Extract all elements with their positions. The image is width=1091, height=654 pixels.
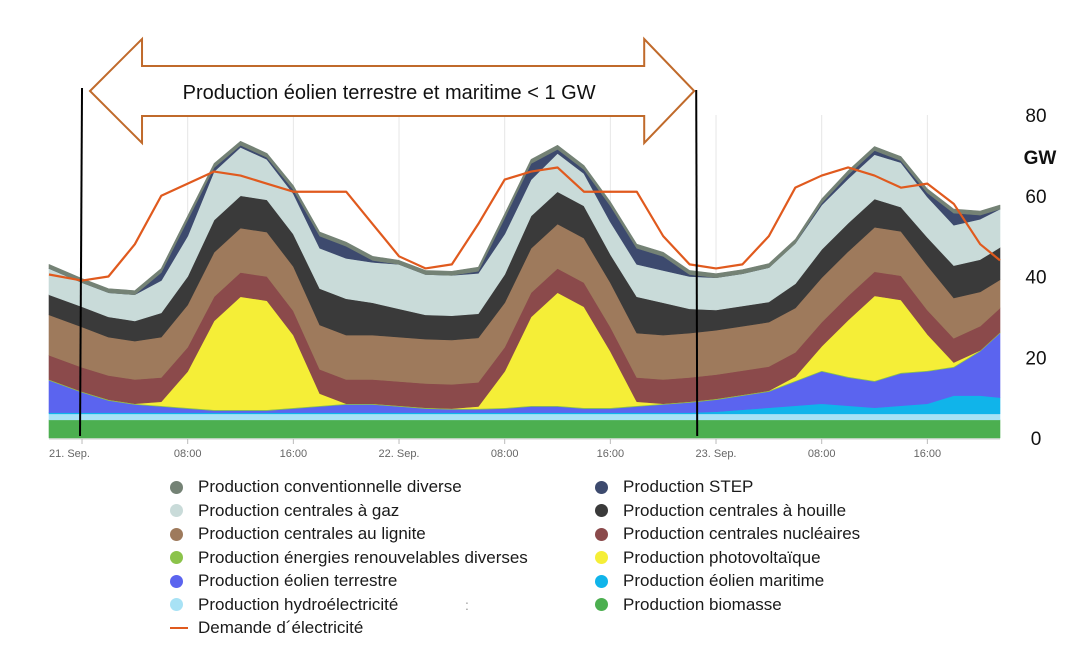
legend-dot-marker xyxy=(170,598,183,611)
x-tick-label-6: 23. Sep. xyxy=(696,448,737,460)
x-tick-label-8: 16:00 xyxy=(914,448,942,460)
marker-line-start xyxy=(79,87,84,437)
y-tick-label-2: 40 xyxy=(1025,268,1046,289)
y-tick-label-4: 80 xyxy=(1025,106,1046,127)
legend-item-left-6: Demande d´électricité xyxy=(170,617,363,639)
marker-line-end xyxy=(695,89,699,437)
legend-label: Production hydroélectricité xyxy=(198,594,399,614)
energy-production-chart: 21. Sep. 08:00 16:00 22. Sep. 08:00 16:00 23. … xyxy=(48,36,1057,460)
legend-item-right-2: Production centrales nucléaires xyxy=(595,523,860,545)
area-production-conventionnelle-diverse xyxy=(48,140,1001,295)
legend-label: Production photovoltaïque xyxy=(623,547,821,567)
legend-label: Production STEP xyxy=(623,477,754,496)
x-tick-label-0: 21. Sep. xyxy=(49,448,90,460)
legend-item-left-0: Production conventionnelle diverse xyxy=(170,476,462,498)
area-production-biomasse xyxy=(48,419,1001,439)
x-tick-label-1: 08:00 xyxy=(174,448,202,460)
y-axis-unit-label: GW xyxy=(1024,148,1057,169)
x-tick-label-4: 08:00 xyxy=(491,448,519,460)
y-tick-label-1: 20 xyxy=(1025,348,1046,369)
legend-item-left-1: Production centrales à gaz xyxy=(170,500,399,522)
legend-label: Production centrales à gaz xyxy=(198,500,400,520)
y-tick-label-3: 60 xyxy=(1025,187,1046,208)
legend-dot-marker xyxy=(595,574,608,588)
legend-dot-marker xyxy=(170,504,183,517)
legend-dot-marker xyxy=(595,598,608,611)
legend-dot-marker xyxy=(170,527,183,541)
legend-item-right-5: Production biomasse xyxy=(595,594,782,616)
legend-item-left-4: Production éolien terrestre xyxy=(170,570,397,592)
legend-label: Production éolien terrestre xyxy=(198,571,398,590)
legend-stray-mark: : xyxy=(465,596,469,613)
legend-label: Production centrales nucléaires xyxy=(623,524,861,543)
x-tick-label-5: 16:00 xyxy=(597,448,625,460)
x-tick-label-3: 22. Sep. xyxy=(379,448,420,460)
y-tick-label-0: 0 xyxy=(1031,429,1042,450)
legend-dot-marker xyxy=(170,480,183,494)
legend-label: Production énergies renouvelables divers… xyxy=(198,547,528,567)
legend-label: Production centrales à houille xyxy=(623,500,847,520)
stacked-areas xyxy=(48,140,1001,439)
legend-item-right-3: Production photovoltaïque xyxy=(595,547,821,569)
legend-dot-marker xyxy=(595,480,608,494)
legend-label: Demande d´électricité xyxy=(198,618,364,637)
legend-item-right-1: Production centrales à houille xyxy=(595,500,846,522)
legend-dot-marker xyxy=(170,574,183,588)
annotation-arrow-group: Production éolien terrestre et maritime … xyxy=(79,36,699,437)
area-production-hydro-lectricit- xyxy=(48,413,1001,421)
legend-item-right-0: Production STEP xyxy=(595,476,753,498)
legend-label: Production biomasse xyxy=(623,594,782,614)
legend-line-marker xyxy=(170,627,188,629)
legend-dot-marker xyxy=(595,527,608,541)
x-tick-label-2: 16:00 xyxy=(280,448,308,460)
legend-item-left-5: Production hydroélectricité xyxy=(170,594,398,616)
demand-line-group xyxy=(48,166,1001,282)
legend-label: Production centrales au lignite xyxy=(198,524,426,543)
legend-dot-marker xyxy=(595,551,608,564)
y-axis: 0 20 40 60 80 GW xyxy=(1024,106,1057,450)
annotation-text: Production éolien terrestre et maritime … xyxy=(183,82,596,104)
legend-label: Production conventionnelle diverse xyxy=(198,477,462,496)
legend-item-right-4: Production éolien maritime xyxy=(595,570,824,592)
x-tick-label-7: 08:00 xyxy=(808,448,836,460)
chart-legend: Production conventionnelle diverse Produc… xyxy=(170,476,1070,646)
legend-dot-marker xyxy=(595,504,608,517)
legend-label: Production éolien maritime xyxy=(623,571,825,590)
double-arrow xyxy=(88,36,696,146)
demand-line xyxy=(48,166,1001,282)
x-axis: 21. Sep. 08:00 16:00 22. Sep. 08:00 16:00 23. … xyxy=(49,438,1000,460)
legend-dot-marker xyxy=(170,551,183,564)
legend-item-left-2: Production centrales au lignite xyxy=(170,523,426,545)
legend-item-left-3: Production énergies renouvelables divers… xyxy=(170,547,528,569)
